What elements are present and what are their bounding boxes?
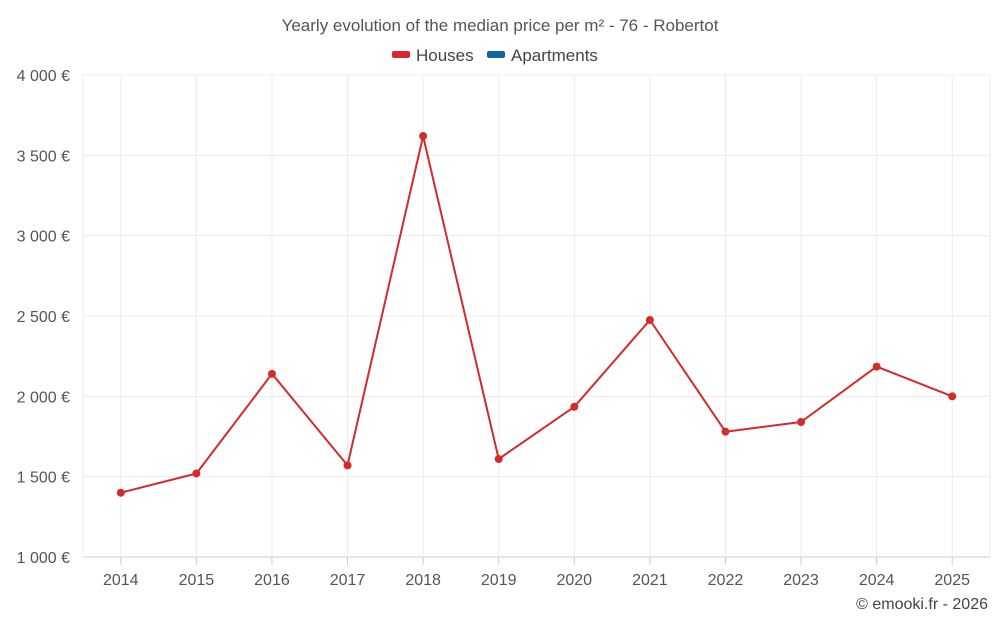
data-point-houses-2018[interactable] [419,132,428,141]
chart-title: Yearly evolution of the median price per… [282,16,719,35]
data-point-houses-2021[interactable] [645,316,654,325]
x-tick-label: 2021 [632,572,668,589]
y-tick-label: 3 000 € [17,229,70,246]
x-tick-label: 2025 [934,572,970,589]
x-tick-label: 2018 [405,572,441,589]
x-tick-label: 2014 [103,572,139,589]
x-tick-label: 2020 [556,572,592,589]
data-point-houses-2019[interactable] [494,454,503,463]
x-tick-label: 2017 [330,572,366,589]
y-tick-label: 1 000 € [17,550,70,567]
y-tick-label: 1 500 € [17,470,70,487]
y-tick-label: 2 500 € [17,309,70,326]
credit: © emooki.fr - 2026 [856,596,988,613]
y-axis: 1 000 € 1 500 € 2 000 € 2 500 € 3 000 € 3 500… [17,68,70,567]
data-point-houses-2016[interactable] [267,369,276,378]
legend-label-apartments: Apartments [511,46,598,65]
data-point-houses-2022[interactable] [721,427,730,436]
y-tick-label: 4 000 € [17,68,70,85]
data-point-houses-2014[interactable] [116,488,125,497]
y-tick-label: 2 000 € [17,389,70,406]
x-tick-label: 2022 [708,572,744,589]
data-point-houses-2024[interactable] [872,362,881,371]
x-axis: 2014 2015 2016 2017 2018 2019 2020 2021 2022 2023… [103,557,970,589]
x-tick-label: 2015 [179,572,215,589]
legend-swatch-apartments [487,51,505,58]
legend-item-apartments[interactable]: Apartments [487,46,598,65]
series-layer [116,132,957,497]
data-point-houses-2023[interactable] [797,418,806,427]
data-point-houses-2017[interactable] [343,461,352,470]
legend-item-houses[interactable]: Houses [392,46,474,65]
grid [82,74,991,558]
x-tick-label: 2024 [859,572,895,589]
x-tick-label: 2019 [481,572,517,589]
data-point-houses-2025[interactable] [948,392,957,401]
legend-label-houses: Houses [416,46,474,65]
series-line-houses [120,135,953,494]
legend[interactable]: Houses Apartments [392,46,598,65]
legend-swatch-houses [392,51,410,58]
x-tick-label: 2023 [783,572,819,589]
data-point-houses-2020[interactable] [570,402,579,411]
y-tick-label: 3 500 € [17,148,70,165]
x-tick-label: 2016 [254,572,290,589]
data-point-houses-2015[interactable] [192,469,201,478]
